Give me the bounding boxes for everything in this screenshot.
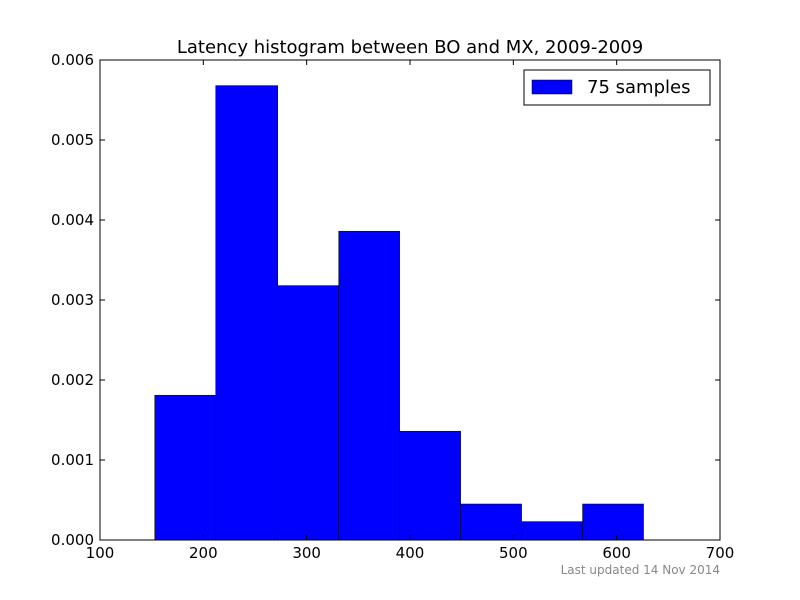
histogram-bar-8 xyxy=(582,503,644,541)
y-tick-label: 0.003 xyxy=(51,291,94,309)
x-tick-label: 500 xyxy=(499,544,528,562)
x-tick-label: 600 xyxy=(602,544,631,562)
histogram-bar-2 xyxy=(215,85,278,541)
x-tick-label: 100 xyxy=(86,544,115,562)
histogram-bar-1 xyxy=(154,394,216,541)
histogram-bar-6 xyxy=(460,503,522,541)
y-tick-label: 0.002 xyxy=(51,371,94,389)
legend-swatch xyxy=(531,79,573,95)
y-tick-label: 0.006 xyxy=(51,51,94,69)
y-tick-label: 0.005 xyxy=(51,131,94,149)
x-tick-label: 700 xyxy=(706,544,735,562)
y-axis: 0.000 0.001 0.002 0.003 0.004 0.005 0.006 xyxy=(51,51,720,549)
bars-group xyxy=(154,85,644,541)
legend: 75 samples xyxy=(523,69,711,106)
legend-label: 75 samples xyxy=(587,77,690,98)
last-updated-note: Last updated 14 Nov 2014 xyxy=(561,563,720,577)
x-axis: 100 200 300 400 500 600 700 xyxy=(86,60,735,562)
y-tick-label: 0.000 xyxy=(51,531,94,549)
histogram-bar-7 xyxy=(521,521,583,541)
histogram-bar-3 xyxy=(277,285,339,541)
x-tick-label: 300 xyxy=(292,544,321,562)
y-tick-label: 0.004 xyxy=(51,211,94,229)
histogram-bar-4 xyxy=(338,230,400,541)
chart-title: Latency histogram between BO and MX, 200… xyxy=(177,37,643,58)
histogram-bar-5 xyxy=(399,430,461,541)
x-tick-label: 400 xyxy=(396,544,425,562)
y-tick-label: 0.001 xyxy=(51,451,94,469)
x-tick-label: 200 xyxy=(189,544,218,562)
